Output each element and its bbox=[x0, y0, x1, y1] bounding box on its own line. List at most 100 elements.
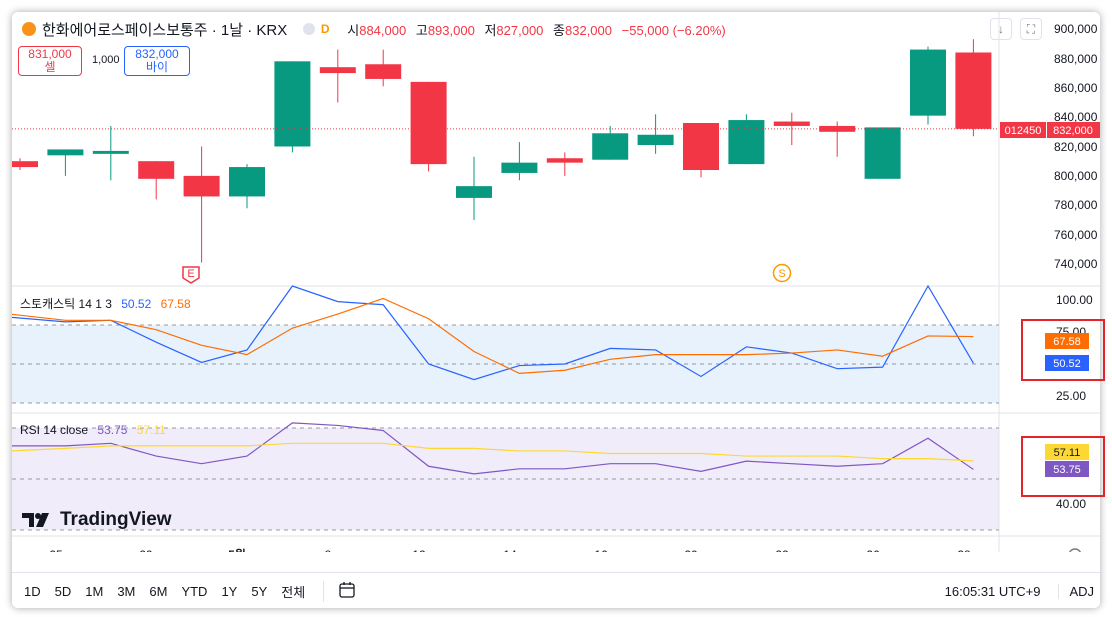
time-tick: 14 bbox=[503, 548, 517, 552]
svg-text:67.58: 67.58 bbox=[1053, 336, 1081, 348]
split-marker[interactable]: S bbox=[772, 263, 792, 283]
candle-body bbox=[138, 161, 175, 179]
price-tick: 880,000 bbox=[1054, 52, 1098, 66]
rsi-tick: 40.00 bbox=[1056, 497, 1086, 511]
bottom-toolbar: 1D 5D 1M 3M 6M YTD 1Y 5Y 전체 16:05:31 UTC… bbox=[12, 572, 1100, 608]
candle-body bbox=[683, 123, 719, 170]
settings-gear-icon[interactable] bbox=[1068, 548, 1082, 552]
last-price-tag-text: 832,000 bbox=[1053, 125, 1093, 137]
candle-body bbox=[274, 61, 311, 147]
buy-price: 832,000 bbox=[135, 47, 179, 61]
candle-body bbox=[410, 81, 447, 165]
time-tick: 22 bbox=[775, 548, 789, 552]
download-arrow-icon[interactable]: ↓ bbox=[990, 18, 1012, 40]
highlight-box-rsi bbox=[1021, 436, 1105, 497]
time-tick: 26 bbox=[866, 548, 880, 552]
range-1d-button[interactable]: 1D bbox=[24, 583, 41, 599]
stoch-k-tag bbox=[1045, 355, 1089, 371]
sell-button[interactable]: 831,000 셀 bbox=[18, 46, 82, 76]
buy-button[interactable]: 832,000 바이 bbox=[124, 46, 190, 76]
price-tick: 740,000 bbox=[1054, 257, 1098, 271]
price-tick: 860,000 bbox=[1054, 81, 1098, 95]
stoch-d-line bbox=[12, 297, 974, 374]
svg-text:53.75: 53.75 bbox=[1053, 464, 1081, 476]
candle-body bbox=[864, 127, 901, 179]
candle-body bbox=[501, 162, 538, 173]
last-price-tag bbox=[1047, 122, 1100, 138]
stoch-tick: 100.00 bbox=[1056, 293, 1093, 307]
ohlc-values: 시884,000 고893,000 저827,000 종832,000 −55,… bbox=[347, 22, 726, 38]
symbol-tag bbox=[1000, 122, 1046, 138]
time-tick: 20 bbox=[684, 548, 698, 552]
range-6m-button[interactable]: 6M bbox=[149, 583, 168, 599]
candle-body bbox=[592, 133, 629, 160]
stoch-legend[interactable]: 스토캐스틱 14 1 3 50.52 67.58 bbox=[20, 297, 191, 311]
adj-toggle[interactable]: ADJ bbox=[1058, 583, 1094, 599]
time-tick: 28 bbox=[957, 548, 971, 552]
chart-header: 한화에어로스페이스보통주 · 1날 · KRX D 시884,000 고893,… bbox=[12, 12, 732, 46]
market-status-icon[interactable] bbox=[303, 23, 316, 35]
highlight-box-stoch bbox=[1021, 319, 1105, 381]
candle-body bbox=[955, 52, 992, 129]
time-tick: 29 bbox=[139, 548, 153, 552]
fullscreen-icon[interactable]: ⛶ bbox=[1020, 18, 1042, 40]
svg-text:S: S bbox=[778, 268, 785, 280]
symbol-logo-icon bbox=[22, 22, 36, 36]
candle-body bbox=[456, 186, 492, 198]
spread-value: 1,000 bbox=[92, 54, 120, 66]
rsi-ma-tag bbox=[1045, 444, 1089, 460]
price-tick: 820,000 bbox=[1054, 140, 1098, 154]
tradingview-logo-icon bbox=[22, 513, 49, 527]
candle-body bbox=[47, 149, 84, 156]
range-ytd-button[interactable]: YTD bbox=[181, 583, 208, 599]
candle-body bbox=[183, 175, 220, 197]
price-axis[interactable]: 900,000 880,000 860,000 840,000 820,000 … bbox=[1054, 22, 1098, 271]
sell-price: 831,000 bbox=[28, 47, 72, 61]
price-tick: 760,000 bbox=[1054, 228, 1098, 242]
range-5y-button[interactable]: 5Y bbox=[251, 583, 268, 599]
range-all-button[interactable]: 전체 bbox=[281, 584, 306, 600]
candle-body bbox=[12, 161, 38, 168]
chart-canvas[interactable]: E S 900,000 880,000 860,000 840,000 820,… bbox=[12, 12, 1100, 552]
goto-date-calendar-icon[interactable] bbox=[323, 580, 356, 602]
stoch-k-line bbox=[12, 284, 974, 381]
candle-body bbox=[637, 134, 674, 146]
candle-body bbox=[728, 120, 765, 165]
candlestick-series bbox=[12, 39, 992, 263]
tradingview-watermark[interactable]: TradingView bbox=[22, 509, 172, 531]
candle-body bbox=[546, 158, 583, 163]
buy-label: 바이 bbox=[145, 60, 169, 74]
sell-label: 셀 bbox=[44, 60, 56, 74]
symbol-title[interactable]: 한화에어로스페이스보통주 · 1날 · KRX bbox=[42, 21, 288, 39]
range-3m-button[interactable]: 3M bbox=[117, 583, 136, 599]
price-tick: 800,000 bbox=[1054, 169, 1098, 183]
rsi-ma-line bbox=[12, 442, 974, 462]
candle-body bbox=[365, 64, 402, 79]
watermark-text: TradingView bbox=[60, 509, 172, 530]
price-tick: 780,000 bbox=[1054, 198, 1098, 212]
price-tick: 840,000 bbox=[1054, 110, 1098, 124]
time-tick: 12 bbox=[412, 548, 426, 552]
range-5d-button[interactable]: 5D bbox=[54, 583, 72, 599]
time-tick: 16 bbox=[594, 548, 608, 552]
candle-body bbox=[319, 67, 356, 74]
svg-text:57.11: 57.11 bbox=[1054, 447, 1081, 459]
range-1y-button[interactable]: 1Y bbox=[221, 583, 238, 599]
data-badge[interactable]: D bbox=[320, 22, 330, 36]
earnings-marker[interactable]: E bbox=[182, 266, 200, 284]
rsi-band bbox=[12, 428, 999, 530]
range-1m-button[interactable]: 1M bbox=[85, 583, 104, 599]
rsi-legend[interactable]: RSI 14 close 53.75 57.11 bbox=[20, 423, 166, 437]
rsi-tag bbox=[1045, 461, 1089, 477]
header-tools: ↓ ⛶ bbox=[990, 18, 1042, 40]
candle-body bbox=[910, 49, 946, 116]
time-axis[interactable]: 25 29 5월 8 12 14 16 20 22 26 28 bbox=[49, 547, 971, 552]
clock[interactable]: 16:05:31 UTC+9 bbox=[944, 583, 1041, 599]
price-tick: 900,000 bbox=[1054, 22, 1098, 36]
stoch-band bbox=[12, 325, 999, 403]
candle-body bbox=[773, 121, 810, 126]
chart-window: E S 900,000 880,000 860,000 840,000 820,… bbox=[12, 12, 1100, 608]
time-tick: 25 bbox=[49, 548, 63, 552]
svg-text:E: E bbox=[187, 268, 194, 280]
svg-text:50.52: 50.52 bbox=[1053, 358, 1081, 370]
